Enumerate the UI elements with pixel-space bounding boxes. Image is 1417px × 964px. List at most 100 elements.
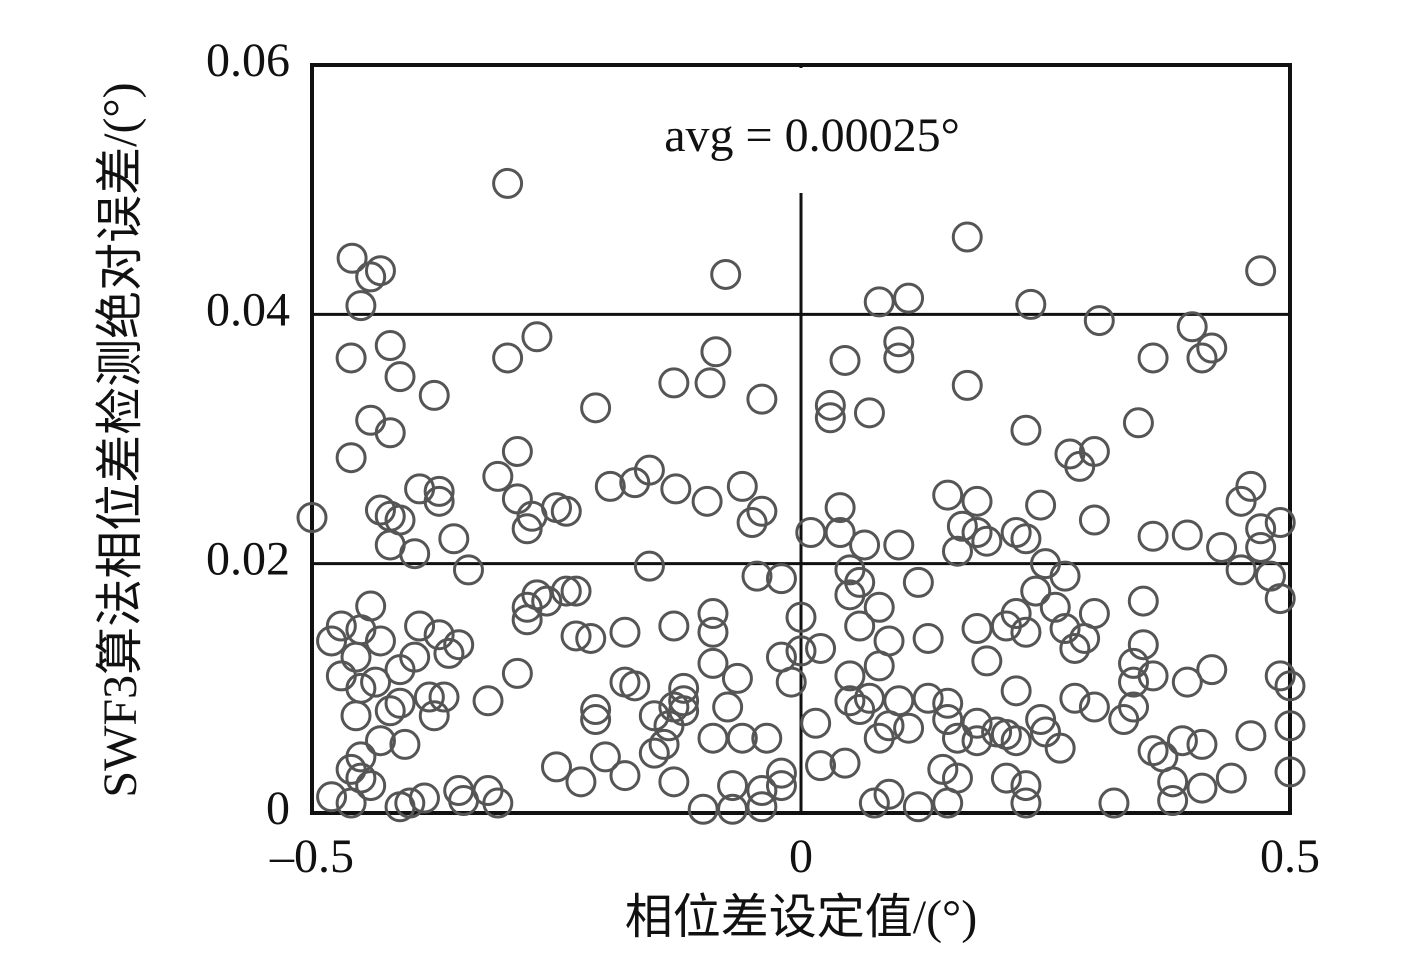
data-point xyxy=(1157,785,1189,817)
data-point xyxy=(873,778,905,810)
data-point xyxy=(694,367,726,399)
data-point xyxy=(893,712,925,744)
data-point xyxy=(834,579,866,611)
data-point xyxy=(1078,435,1110,467)
data-point xyxy=(660,473,692,505)
data-point xyxy=(638,737,670,769)
data-point xyxy=(1049,560,1081,592)
data-point xyxy=(1064,450,1096,482)
data-point xyxy=(374,417,406,449)
data-point xyxy=(927,753,959,785)
data-point xyxy=(863,722,895,754)
data-point xyxy=(893,282,925,314)
data-point xyxy=(511,591,543,623)
data-point xyxy=(844,610,876,642)
data-point xyxy=(1274,756,1306,788)
data-point xyxy=(619,670,651,702)
data-point xyxy=(1235,470,1267,502)
y-tick-label: 0.02 xyxy=(206,533,290,586)
data-point xyxy=(580,694,612,726)
data-point xyxy=(423,475,455,507)
data-point xyxy=(941,722,973,754)
data-point xyxy=(971,645,1003,677)
data-point xyxy=(384,361,416,393)
data-point xyxy=(668,685,700,717)
data-point xyxy=(1225,554,1257,586)
data-point xyxy=(710,258,742,290)
data-point xyxy=(1122,407,1154,439)
data-point xyxy=(482,460,514,492)
data-point xyxy=(1264,583,1296,615)
data-point xyxy=(1098,787,1130,819)
data-point xyxy=(1264,507,1296,539)
data-point xyxy=(746,775,778,807)
data-point xyxy=(932,479,964,511)
data-point xyxy=(501,435,533,467)
data-point xyxy=(560,575,592,607)
data-point xyxy=(580,392,612,424)
data-point xyxy=(1118,666,1150,698)
data-point xyxy=(1264,660,1296,692)
data-point xyxy=(1171,519,1203,551)
data-point xyxy=(1186,342,1218,374)
data-point xyxy=(883,529,915,561)
data-point xyxy=(1044,732,1076,764)
data-point xyxy=(531,585,563,617)
data-point xyxy=(961,725,993,757)
data-point xyxy=(355,404,387,436)
data-point xyxy=(1015,288,1047,320)
data-point xyxy=(501,657,533,689)
data-point xyxy=(408,782,440,814)
data-point xyxy=(1137,520,1169,552)
data-point xyxy=(364,625,396,657)
data-point xyxy=(721,662,753,694)
data-point xyxy=(697,722,729,754)
data-point xyxy=(853,682,885,714)
data-point xyxy=(423,485,455,517)
data-point xyxy=(1196,654,1228,686)
data-point xyxy=(741,560,773,592)
data-point xyxy=(800,707,832,739)
data-point xyxy=(633,550,665,582)
data-point xyxy=(961,612,993,644)
data-point xyxy=(834,685,866,717)
data-point xyxy=(951,369,983,401)
y-axis-label: SWF3算法相位差检测绝对误差/(°) xyxy=(94,82,147,797)
x-axis-label: 相位差设定值/(°) xyxy=(625,891,978,944)
data-point xyxy=(844,566,876,598)
data-point xyxy=(335,787,367,819)
data-point xyxy=(384,687,416,719)
data-point xyxy=(932,687,964,719)
data-point xyxy=(668,672,700,704)
data-point xyxy=(389,728,421,760)
data-point xyxy=(1000,675,1032,707)
data-point xyxy=(336,242,368,274)
data-point xyxy=(492,342,524,374)
data-point xyxy=(726,722,758,754)
data-point xyxy=(316,625,348,657)
y-tick-label: 0.04 xyxy=(206,283,290,336)
data-point xyxy=(858,787,890,819)
data-point xyxy=(1176,311,1208,343)
data-point xyxy=(472,775,504,807)
data-point xyxy=(687,793,719,825)
data-point xyxy=(1083,305,1115,337)
data-point xyxy=(565,766,597,798)
data-point xyxy=(658,367,690,399)
data-point xyxy=(364,725,396,757)
data-point xyxy=(971,525,1003,557)
data-point xyxy=(364,494,396,526)
data-point xyxy=(736,507,768,539)
data-point xyxy=(316,781,348,813)
data-point xyxy=(863,591,895,623)
data-point xyxy=(1225,485,1257,517)
data-point xyxy=(805,750,837,782)
data-point xyxy=(492,167,524,199)
data-point xyxy=(418,700,450,732)
data-point xyxy=(765,770,797,802)
data-point xyxy=(418,379,450,411)
data-point xyxy=(863,286,895,318)
data-point xyxy=(340,700,372,732)
data-point xyxy=(1196,332,1228,364)
data-point xyxy=(438,523,470,555)
